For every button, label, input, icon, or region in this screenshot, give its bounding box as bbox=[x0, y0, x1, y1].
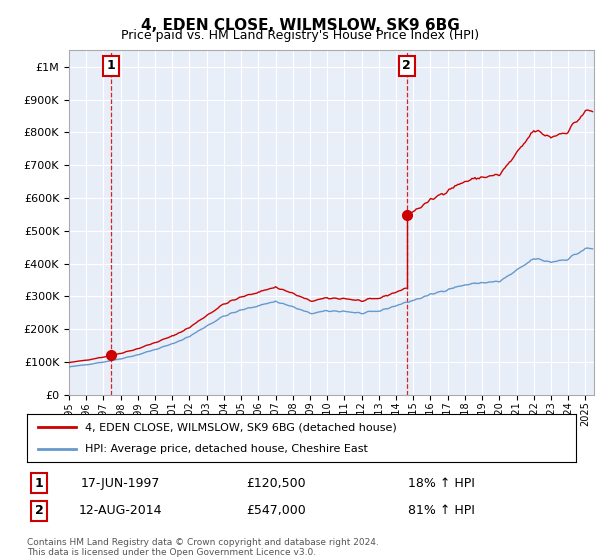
Text: 18% ↑ HPI: 18% ↑ HPI bbox=[408, 477, 475, 490]
Text: This data is licensed under the Open Government Licence v3.0.: This data is licensed under the Open Gov… bbox=[27, 548, 316, 557]
Text: 4, EDEN CLOSE, WILMSLOW, SK9 6BG (detached house): 4, EDEN CLOSE, WILMSLOW, SK9 6BG (detach… bbox=[85, 422, 397, 432]
Text: 1: 1 bbox=[35, 477, 43, 490]
Text: 2: 2 bbox=[35, 504, 43, 517]
Text: £547,000: £547,000 bbox=[246, 504, 306, 517]
Text: 12-AUG-2014: 12-AUG-2014 bbox=[78, 504, 162, 517]
Text: 1: 1 bbox=[107, 59, 116, 72]
Text: Contains HM Land Registry data © Crown copyright and database right 2024.: Contains HM Land Registry data © Crown c… bbox=[27, 538, 379, 547]
Text: 4, EDEN CLOSE, WILMSLOW, SK9 6BG: 4, EDEN CLOSE, WILMSLOW, SK9 6BG bbox=[140, 18, 460, 33]
Text: HPI: Average price, detached house, Cheshire East: HPI: Average price, detached house, Ches… bbox=[85, 444, 368, 454]
Text: Price paid vs. HM Land Registry's House Price Index (HPI): Price paid vs. HM Land Registry's House … bbox=[121, 29, 479, 42]
Text: 81% ↑ HPI: 81% ↑ HPI bbox=[408, 504, 475, 517]
Text: 17-JUN-1997: 17-JUN-1997 bbox=[80, 477, 160, 490]
Text: £120,500: £120,500 bbox=[246, 477, 306, 490]
Text: 2: 2 bbox=[403, 59, 411, 72]
